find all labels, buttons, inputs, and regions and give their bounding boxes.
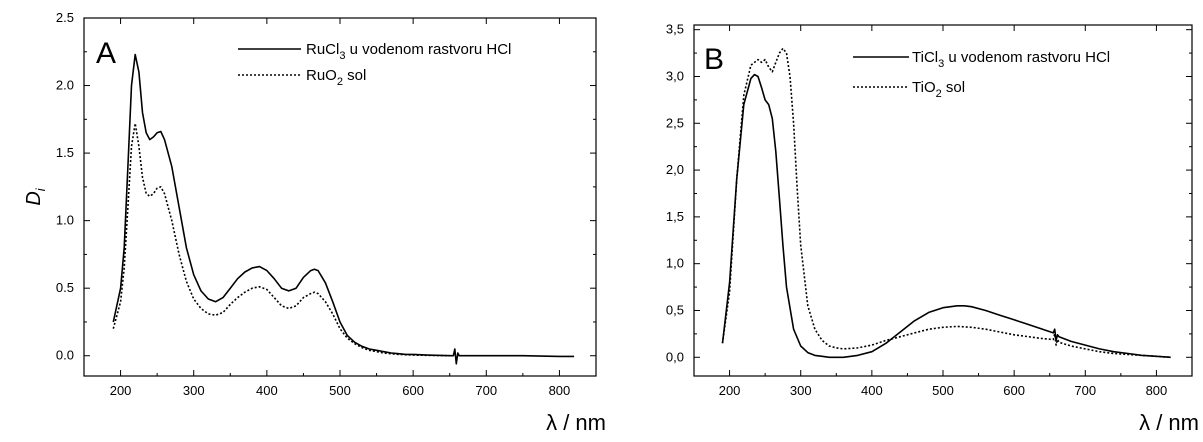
panel-b-letter: B <box>704 43 724 76</box>
legend-a-entry-1: RuCl3 u vodenom rastvoru HCl <box>306 41 511 62</box>
legend-a-entry-2-sub: 2 <box>337 76 343 88</box>
panel-b-ytick-label: 2,5 <box>666 115 684 130</box>
legend-b-entry-1: TiCl3 u vodenom rastvoru HCl <box>912 49 1110 70</box>
panel-b-ytick-label: 0,0 <box>666 349 684 364</box>
legend-b-entry-1-rest: u vodenom rastvoru HCl <box>944 49 1110 66</box>
panel-a-ytick-label: 2.5 <box>56 10 74 25</box>
panel-b-xtick-label: 800 <box>1146 383 1168 398</box>
panel-b-xtick-label: 400 <box>861 383 883 398</box>
panel-a-ytick-label: 0.0 <box>56 348 74 363</box>
panel-a-ytick-label: 1.5 <box>56 145 74 160</box>
legend-b-entry-2-name: TiO <box>912 79 936 96</box>
panel-a-xtick-label: 500 <box>329 383 351 398</box>
panel-a-xtick-label: 600 <box>402 383 424 398</box>
panel-a-legend: RuCl3 u vodenom rastvoru HCl RuO2 sol <box>238 41 511 88</box>
panel-a-ticks: 200 300 400 500 600 700 800 0.0 0.5 1.0 1.5 2.0 2.5 <box>56 10 596 398</box>
panel-b-ytick-label: 3,0 <box>666 68 684 83</box>
panel-a-xtick-label: 300 <box>183 383 205 398</box>
panel-b-xtick-label: 500 <box>932 383 954 398</box>
panel-a-xtick-label: 700 <box>475 383 497 398</box>
panel-a-ytick-label: 1.0 <box>56 213 74 228</box>
panel-a-series-dotted-line <box>112 122 450 357</box>
panel-b-series <box>721 47 1171 359</box>
panel-b-ytick-label: 1,0 <box>666 256 684 271</box>
panel-b-ytick-label: 1,5 <box>666 209 684 224</box>
panel-b-ytick-label: 2,0 <box>666 162 684 177</box>
panel-b-xlabel: λ / nm <box>1139 410 1199 435</box>
panel-b-xtick-label: 200 <box>719 383 741 398</box>
panel-b: 200 300 400 500 600 700 800 0,0 0,5 1,0 1,5 2,0 2,5 3… <box>666 22 1199 435</box>
panel-b-ytick-label: 3,5 <box>666 22 684 37</box>
panel-a-xtick-label: 400 <box>256 383 278 398</box>
panel-a-ytick-label: 0.5 <box>56 280 74 295</box>
panel-b-legend: TiCl3 u vodenom rastvoru HCl TiO2 sol <box>853 49 1110 100</box>
panel-a-series <box>112 53 575 365</box>
legend-b-entry-1-name: TiCl <box>912 49 938 66</box>
legend-a-entry-2-name: RuO <box>306 67 337 84</box>
panel-a-ylabel: Di <box>23 187 48 205</box>
panel-a-ytick-label: 2.0 <box>56 78 74 93</box>
legend-a-entry-2-rest: sol <box>343 67 366 84</box>
panel-a-letter: A <box>96 37 116 70</box>
panel-a-xlabel: λ / nm <box>546 410 606 435</box>
panel-a: 200 300 400 500 600 700 8000.00.51.01.52.02.5 … <box>23 10 606 435</box>
panel-b-frame <box>693 24 1193 377</box>
legend-b-entry-2-rest: sol <box>942 79 965 96</box>
panel-b-xtick-label: 600 <box>1003 383 1025 398</box>
panel-a-ylabel-main: D <box>23 191 45 205</box>
legend-b-entry-1-sub: 3 <box>938 58 944 70</box>
legend-a-entry-1-name: RuCl <box>306 41 339 58</box>
panel-b-ticks: 200 300 400 500 600 700 800 0,0 0,5 1,0 1,5 2,0 2,5 3… <box>666 22 1192 398</box>
panel-b-xtick-label: 300 <box>790 383 812 398</box>
panel-a-xtick-label: 800 <box>549 383 571 398</box>
panel-a-xtick-label: 200 <box>110 383 132 398</box>
legend-a-entry-1-rest: u vodenom rastvoru HCl <box>345 41 511 58</box>
panel-a-ylabel-sub: i <box>33 187 48 191</box>
panel-b-ytick-label: 0,5 <box>666 302 684 317</box>
legend-a-entry-1-sub: 3 <box>339 50 345 62</box>
panel-b-series-dotted-line <box>721 47 1171 359</box>
panel-b-xtick-label: 700 <box>1074 383 1096 398</box>
panel-a-series-solid-line <box>112 53 575 365</box>
panel-b-series-solid-line <box>721 73 1171 359</box>
legend-a-entry-2: RuO2 sol <box>306 67 366 88</box>
legend-b-entry-2-sub: 2 <box>936 88 942 100</box>
legend-b-entry-2: TiO2 sol <box>912 79 965 100</box>
